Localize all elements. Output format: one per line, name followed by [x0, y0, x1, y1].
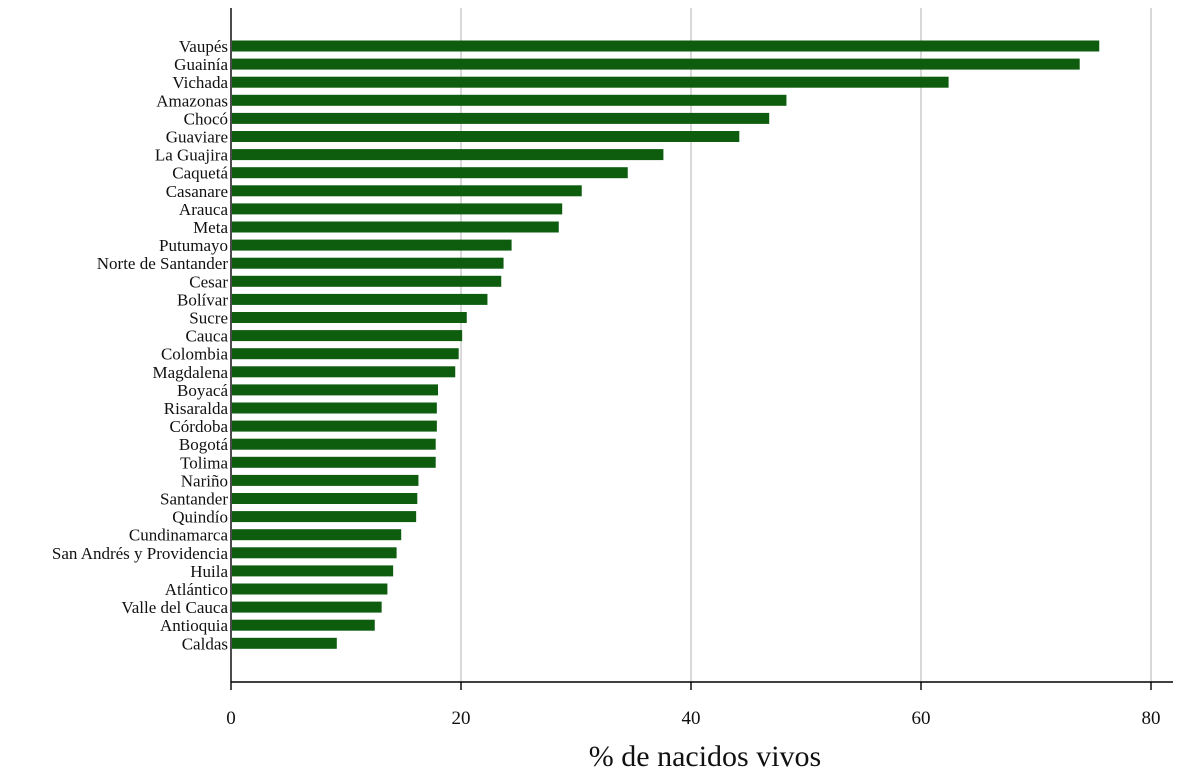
category-label: Santander: [160, 490, 228, 509]
bar: [232, 565, 394, 577]
bar: [232, 112, 770, 124]
bar: [232, 493, 418, 504]
category-label: Colombia: [161, 345, 229, 364]
category-label: Guaviare: [166, 128, 228, 147]
bar: [232, 583, 388, 595]
category-label: Quindío: [172, 508, 228, 527]
category-label: Sucre: [189, 309, 228, 328]
bar: [232, 131, 740, 142]
category-label: Putumayo: [159, 236, 228, 255]
category-label: Amazonas: [156, 91, 228, 110]
category-label: Córdoba: [169, 417, 228, 436]
category-label: Huila: [190, 562, 228, 581]
bar: [232, 511, 417, 523]
bar: [232, 58, 1080, 70]
category-label: Norte de Santander: [97, 254, 229, 273]
category-label: Atlántico: [165, 580, 228, 599]
category-label: Nariño: [181, 471, 228, 490]
bar: [232, 456, 436, 468]
category-label: Cundinamarca: [129, 526, 229, 545]
bar: [232, 619, 375, 631]
category-label: Arauca: [179, 200, 229, 219]
category-label: Risaralda: [164, 399, 229, 418]
bar: [232, 474, 419, 486]
category-label: Vichada: [172, 73, 228, 92]
bar: [232, 257, 504, 269]
category-labels: VaupésGuainíaVichadaAmazonasChocóGuaviar…: [52, 37, 229, 653]
bar: [232, 438, 436, 450]
bar: [232, 149, 664, 161]
bar: [232, 402, 437, 414]
x-tick-label: 60: [912, 708, 931, 729]
category-label: Antioquia: [160, 616, 228, 635]
category-label: San Andrés y Providencia: [52, 544, 229, 563]
x-ticks: 0 20 40 60 80: [226, 682, 1161, 729]
bar: [232, 601, 382, 613]
bar: [232, 94, 787, 106]
category-label: La Guajira: [155, 146, 229, 165]
category-label: Valle del Cauca: [121, 598, 228, 617]
bar: [232, 312, 467, 323]
bar: [232, 40, 1100, 52]
bar: [232, 167, 628, 179]
category-label: Tolima: [180, 453, 228, 472]
category-label: Meta: [193, 218, 228, 237]
x-tick-label: 20: [452, 708, 471, 729]
category-label: Guainía: [174, 55, 228, 74]
category-label: Cauca: [186, 327, 229, 346]
bar: [232, 420, 437, 432]
bar: [232, 529, 402, 541]
bar: [232, 76, 949, 88]
x-axis-title: % de nacidos vivos: [589, 740, 821, 773]
bar: [232, 366, 456, 378]
category-label: Chocó: [184, 109, 228, 128]
x-tick-label: 40: [682, 708, 701, 729]
bar: [232, 348, 459, 360]
bar: [232, 384, 438, 396]
bar: [232, 275, 502, 287]
x-tick-label: 0: [226, 708, 236, 729]
category-label: Vaupés: [179, 37, 228, 56]
bar: [232, 221, 559, 233]
bar: [232, 330, 463, 342]
category-label: Caquetá: [172, 164, 228, 183]
category-label: Casanare: [166, 182, 228, 201]
bar: [232, 293, 488, 305]
category-label: Caldas: [182, 634, 228, 653]
category-label: Bogotá: [179, 435, 229, 454]
bar: [232, 185, 582, 197]
bar: [232, 239, 512, 251]
category-label: Boyacá: [177, 381, 228, 400]
category-label: Cesar: [189, 272, 228, 291]
bar: [232, 547, 397, 559]
gridlines: [460, 8, 1152, 682]
category-label: Magdalena: [152, 363, 228, 382]
category-label: Bolívar: [177, 290, 228, 309]
bar: [232, 637, 337, 649]
bars: [232, 40, 1100, 649]
bar: [232, 203, 563, 215]
x-tick-label: 80: [1142, 708, 1161, 729]
